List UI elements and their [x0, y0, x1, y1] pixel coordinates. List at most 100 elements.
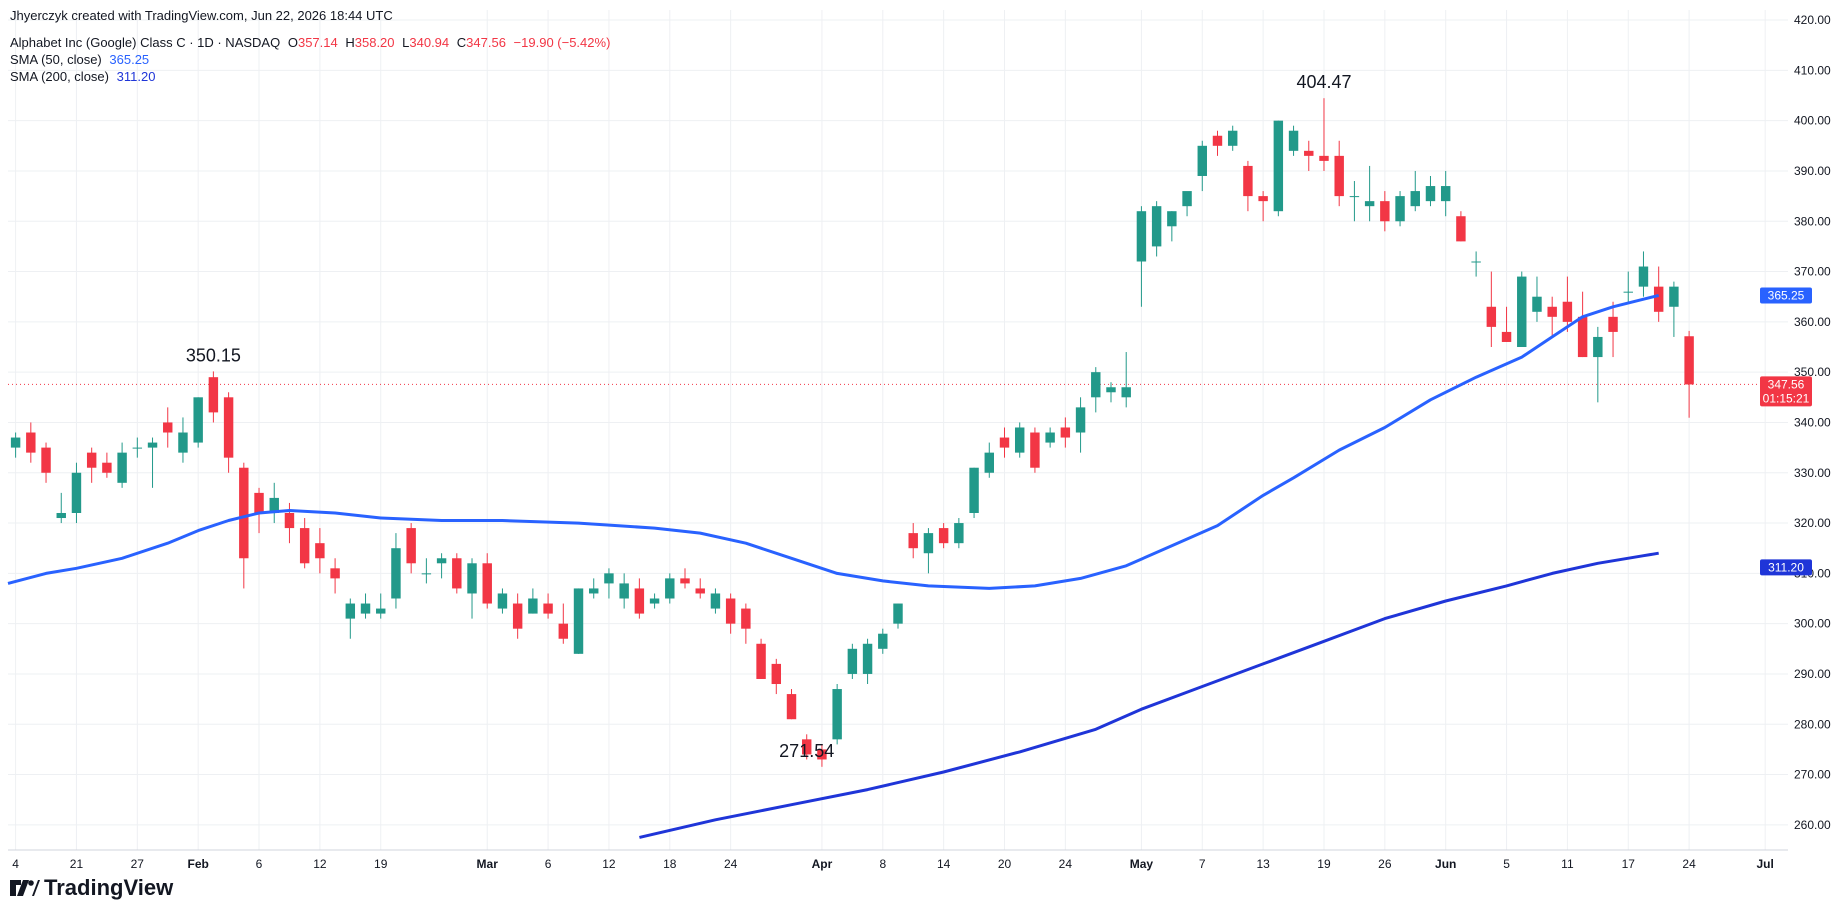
x-tick-label: 5: [1503, 857, 1510, 871]
sma50-tag-bg: [1760, 287, 1812, 304]
candle: [467, 558, 477, 619]
candle: [239, 462, 249, 589]
ohlc-high: 358.20: [354, 35, 395, 50]
candle: [1258, 191, 1268, 222]
candle: [710, 588, 721, 614]
x-tick-label: 21: [70, 857, 84, 871]
candle-body: [1532, 296, 1542, 312]
candle: [163, 407, 173, 448]
candle-body: [862, 643, 873, 674]
x-tick-label: 11: [1561, 857, 1574, 871]
candle-body: [1304, 150, 1314, 156]
candle: [208, 371, 219, 423]
candle: [1486, 271, 1497, 348]
candle-body: [1364, 201, 1375, 207]
candle-body: [878, 633, 888, 649]
candle-body: [163, 422, 173, 433]
ohlc-open: 357.14: [297, 35, 338, 50]
candle-body: [634, 588, 645, 614]
candle-body: [299, 528, 310, 564]
candle-body: [1471, 261, 1481, 263]
legend-sma50[interactable]: SMA (50, close) 365.25: [10, 52, 153, 67]
candle-body: [1593, 336, 1603, 358]
candle: [1608, 301, 1618, 358]
candle-body: [1060, 427, 1071, 438]
candle-body: [832, 689, 842, 740]
candle-body: [193, 397, 203, 443]
candle: [1121, 352, 1131, 408]
candle-body: [1273, 120, 1284, 212]
price-axis[interactable]: 260.00270.00280.00290.00300.00310.00320.…: [1794, 13, 1831, 832]
last-price-tag-bg: [1760, 376, 1812, 407]
candle-body: [41, 447, 51, 473]
candle-body: [1669, 286, 1679, 307]
candle-body: [497, 593, 508, 609]
candle-body: [71, 472, 82, 513]
candle: [86, 447, 97, 483]
candle-body: [1243, 165, 1253, 197]
candle: [436, 553, 447, 579]
y-tick-label: 390.00: [1794, 164, 1831, 178]
sma200-tag-bg: [1760, 559, 1812, 576]
time-axis[interactable]: 4 21 27 Feb 6 12 19 Mar 6 12 18 24 Apr 8 14 20 24 May 7 13 1…: [12, 857, 1774, 871]
candle: [786, 689, 797, 720]
candle-body: [1151, 206, 1162, 247]
candle-body: [604, 573, 614, 584]
candle-body: [725, 598, 736, 624]
candle: [482, 553, 492, 609]
y-tick-label: 410.00: [1794, 63, 1831, 77]
y-tick-label: 270.00: [1794, 768, 1831, 782]
candle-body: [1547, 306, 1557, 317]
candle-body: [1456, 216, 1466, 242]
candle-body: [1091, 372, 1101, 398]
candle-body: [406, 528, 416, 564]
candle: [832, 684, 842, 745]
candle: [1273, 120, 1284, 217]
candle-body: [512, 603, 523, 629]
candle-body: [1684, 336, 1694, 385]
candle: [862, 638, 873, 685]
x-tick-label: 6: [545, 857, 552, 871]
tradingview-brand[interactable]: TradingView: [10, 875, 173, 901]
candle: [1304, 140, 1314, 171]
candle: [604, 568, 614, 599]
candle: [269, 482, 279, 524]
candle: [725, 593, 736, 634]
candle: [178, 417, 188, 463]
legend-sma200[interactable]: SMA (200, close) 311.20: [10, 69, 159, 84]
candle: [573, 588, 584, 654]
chart-grid: [8, 10, 1788, 851]
candle: [1684, 330, 1694, 418]
x-tick-label: 24: [1059, 857, 1073, 871]
x-tick-label: 8: [879, 857, 886, 871]
candle-body: [786, 694, 797, 720]
legend-main[interactable]: Alphabet Inc (Google) Class C · 1D · NAS…: [10, 35, 614, 50]
candle-body: [56, 512, 66, 519]
candle-body: [1227, 130, 1238, 146]
x-tick-label: 7: [1199, 857, 1206, 871]
candle: [1623, 271, 1633, 302]
candle: [1212, 130, 1223, 156]
candle-body: [923, 533, 934, 554]
candle-body: [1517, 276, 1527, 348]
candle: [1136, 206, 1147, 307]
candle-body: [741, 608, 751, 629]
candle: [41, 442, 51, 483]
candle: [10, 432, 21, 458]
candle: [497, 588, 508, 614]
x-tick-label: 27: [131, 857, 145, 871]
candle: [695, 578, 705, 599]
candle: [1471, 251, 1481, 277]
ohlc-close-label: C: [456, 35, 467, 50]
candle-body: [86, 452, 97, 468]
candle-body: [239, 467, 249, 559]
x-tick-label: 26: [1378, 857, 1392, 871]
candle: [1288, 125, 1299, 156]
sma200-path: [639, 551, 1659, 839]
candle: [1380, 191, 1390, 232]
candle-body: [208, 377, 219, 413]
candle-body: [1440, 186, 1451, 202]
y-tick-label: 350.00: [1794, 365, 1831, 379]
candle: [315, 528, 325, 574]
